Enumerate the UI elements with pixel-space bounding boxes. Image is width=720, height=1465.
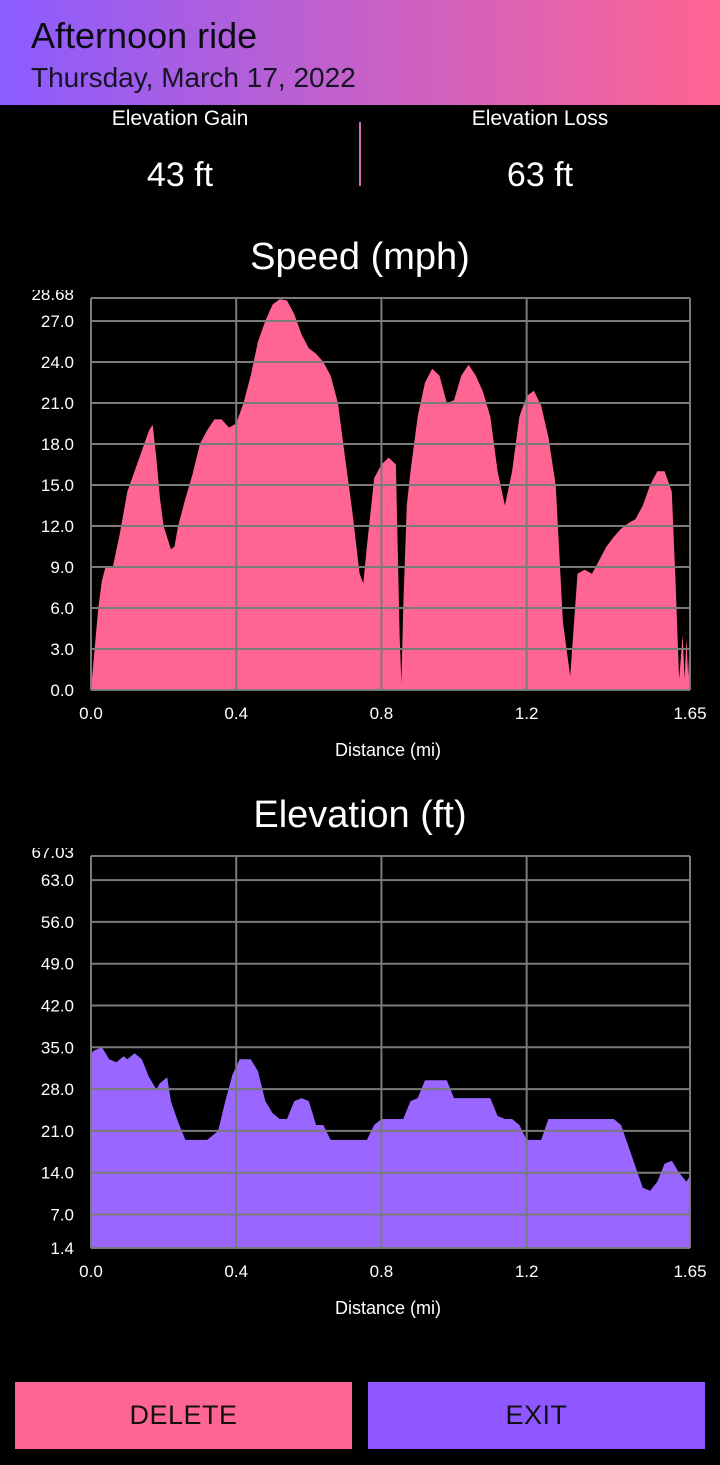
elevation-y-tick-label: 21.0 — [41, 1122, 74, 1141]
elevation-chart: 1.4 7.0 14.0 21.0 28.0 35.0 42.0 49.0 56.0 63.0 67… — [31, 848, 706, 1318]
elevation-y-tick-label: 35.0 — [41, 1038, 74, 1057]
speed-x-tick-label: 0.8 — [370, 704, 394, 723]
speed-y-tick-label: 0.0 — [50, 681, 74, 700]
speed-x-axis-label: Distance (mi) — [335, 740, 441, 760]
exit-button[interactable]: EXIT — [368, 1382, 705, 1449]
elevation-loss-label: Elevation Loss — [471, 107, 609, 130]
speed-x-tick-label: 1.65 — [673, 704, 706, 723]
speed-y-tick-label: 15.0 — [41, 476, 74, 495]
speed-series-area — [91, 299, 690, 690]
elevation-gain-label: Elevation Gain — [111, 107, 249, 130]
elevation-chart-title: Elevation (ft) — [253, 794, 467, 836]
elevation-y-tick-label: 28.0 — [41, 1080, 74, 1099]
elevation-y-tick-label: 63.0 — [41, 871, 74, 890]
elevation-y-tick-label: 1.4 — [50, 1239, 74, 1258]
elevation-y-tick-label: 56.0 — [41, 913, 74, 932]
speed-x-tick-label: 1.2 — [515, 704, 539, 723]
elevation-y-tick-label: 7.0 — [50, 1206, 74, 1225]
speed-y-tick-label: 6.0 — [50, 599, 74, 618]
delete-button[interactable]: DELETE — [15, 1382, 352, 1449]
elevation-x-tick-label: 0.0 — [79, 1262, 103, 1281]
elevation-x-tick-label: 1.65 — [673, 1262, 706, 1281]
elevation-y-tick-label: 14.0 — [41, 1164, 74, 1183]
speed-y-tick-label: 9.0 — [50, 558, 74, 577]
speed-x-tick-label: 0.4 — [224, 704, 248, 723]
elevation-series-area — [91, 1047, 690, 1248]
speed-y-tick-label: 27.0 — [41, 312, 74, 331]
speed-chart-title: Speed (mph) — [250, 236, 470, 278]
ride-date: Thursday, March 17, 2022 — [31, 62, 356, 93]
stats-divider — [359, 122, 361, 186]
speed-y-tick-label: 21.0 — [41, 394, 74, 413]
elevation-gain-value: 43 ft — [146, 156, 214, 194]
ride-title: Afternoon ride — [31, 15, 258, 56]
elevation-y-tick-label: 49.0 — [41, 955, 74, 974]
speed-y-tick-label: 28.68 — [31, 290, 74, 304]
elevation-y-tick-label: 42.0 — [41, 997, 74, 1016]
elevation-x-tick-label: 0.8 — [370, 1262, 394, 1281]
elevation-x-axis-label: Distance (mi) — [335, 1298, 441, 1318]
speed-y-tick-label: 18.0 — [41, 435, 74, 454]
elevation-x-tick-label: 0.4 — [224, 1262, 248, 1281]
speed-y-tick-label: 24.0 — [41, 353, 74, 372]
header-bar: Afternoon ride Thursday, March 17, 2022 — [0, 0, 720, 105]
speed-y-tick-label: 12.0 — [41, 517, 74, 536]
speed-chart: 0.0 3.0 6.0 9.0 12.0 15.0 18.0 21.0 24.0 27.0 28.6… — [31, 290, 706, 760]
elevation-y-tick-label: 67.03 — [31, 848, 74, 862]
speed-x-tick-label: 0.0 — [79, 704, 103, 723]
elevation-x-tick-label: 1.2 — [515, 1262, 539, 1281]
elevation-loss-value: 63 ft — [506, 156, 574, 194]
speed-y-tick-label: 3.0 — [50, 640, 74, 659]
